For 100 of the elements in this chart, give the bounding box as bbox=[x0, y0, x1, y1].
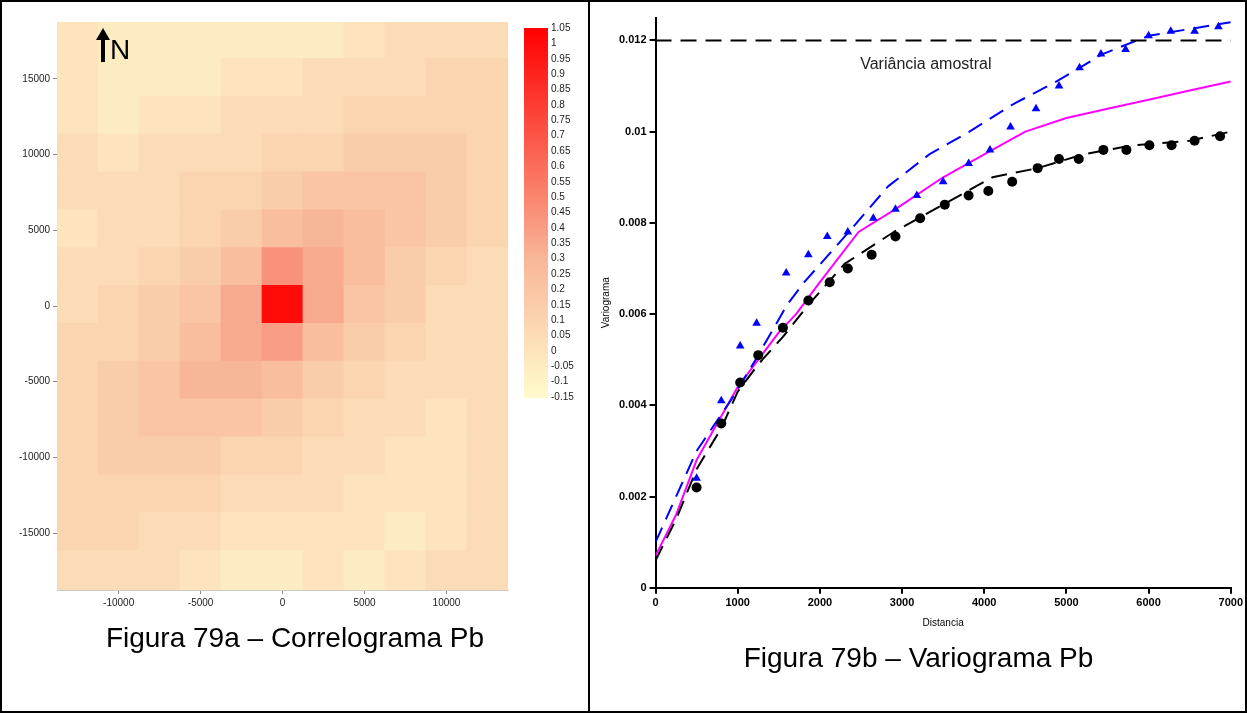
color-bar-label: 0.8 bbox=[551, 98, 566, 110]
y-tick-label: -10000 bbox=[19, 451, 51, 463]
y-tick-label: 0 bbox=[44, 299, 51, 311]
color-bar-label: 0.45 bbox=[551, 206, 571, 218]
point bbox=[1144, 30, 1153, 39]
color-bar-label: 0.9 bbox=[551, 67, 566, 79]
point bbox=[1166, 26, 1176, 34]
y-tick-label: -5000 bbox=[24, 375, 51, 387]
color-bar-label: 0.3 bbox=[551, 252, 566, 264]
color-bar-label: 0.6 bbox=[551, 160, 566, 172]
text: Figura 79b – Variograma Pb bbox=[742, 642, 1095, 674]
point bbox=[1075, 62, 1084, 71]
color-bar-label: 0.85 bbox=[551, 83, 571, 95]
x-tick-label: 2000 bbox=[807, 596, 833, 609]
color-bar-label: -0.1 bbox=[551, 375, 569, 387]
color-bar-label: 0.95 bbox=[551, 52, 571, 64]
y-tick-label: 5000 bbox=[27, 224, 51, 236]
color-bar-label: 0.4 bbox=[551, 221, 566, 233]
point bbox=[1054, 81, 1064, 89]
y-tick-label: 15000 bbox=[22, 72, 51, 84]
y-tick-label: 0.008 bbox=[619, 215, 647, 228]
y-axis-title: Variograma bbox=[599, 276, 611, 329]
point bbox=[938, 176, 948, 185]
point bbox=[735, 377, 746, 388]
color-bar-label: 0.15 bbox=[551, 298, 571, 310]
point bbox=[803, 295, 814, 306]
point bbox=[1214, 21, 1223, 30]
color-bar-label: 0.7 bbox=[551, 129, 566, 141]
x-tick-label: -5000 bbox=[187, 596, 214, 608]
y-tick-label: 0.01 bbox=[625, 124, 647, 137]
color-bar-label: 0.65 bbox=[551, 144, 571, 156]
point bbox=[1121, 44, 1130, 53]
point bbox=[983, 185, 994, 196]
point bbox=[868, 213, 878, 221]
ref-line-label: Variância amostral bbox=[860, 54, 992, 72]
point bbox=[1190, 26, 1199, 34]
x-tick-label: 4000 bbox=[971, 596, 997, 609]
point bbox=[1006, 122, 1015, 130]
point bbox=[891, 204, 900, 212]
point bbox=[824, 277, 835, 288]
point bbox=[691, 482, 702, 493]
point bbox=[753, 350, 764, 361]
x-tick-label: 1000 bbox=[725, 596, 750, 609]
point bbox=[964, 158, 973, 167]
point bbox=[1098, 144, 1109, 155]
color-bar-label: 0.5 bbox=[551, 190, 566, 202]
point bbox=[1121, 144, 1132, 155]
point bbox=[842, 263, 853, 274]
x-tick-label: 0 bbox=[652, 596, 659, 609]
y-tick-label: 0.002 bbox=[619, 489, 647, 502]
point bbox=[777, 322, 788, 333]
point bbox=[963, 190, 974, 201]
point bbox=[781, 268, 791, 276]
x-tick-label: 3000 bbox=[889, 596, 915, 609]
point bbox=[804, 249, 813, 258]
x-tick-label: 7000 bbox=[1218, 596, 1244, 609]
annotation: N bbox=[110, 34, 131, 65]
point bbox=[866, 249, 877, 260]
point bbox=[1007, 176, 1018, 187]
point bbox=[735, 341, 745, 349]
point bbox=[692, 473, 701, 481]
point bbox=[1144, 140, 1155, 151]
x-tick-label: 6000 bbox=[1136, 596, 1161, 609]
point bbox=[752, 318, 761, 326]
point bbox=[1215, 131, 1226, 142]
y-tick-label: 0 bbox=[640, 580, 647, 593]
color-bar-label: 0 bbox=[551, 344, 557, 356]
point bbox=[1054, 154, 1065, 165]
point bbox=[890, 231, 901, 242]
point bbox=[985, 144, 995, 153]
color-bar-label: 0.05 bbox=[551, 329, 571, 341]
y-tick-label: 10000 bbox=[22, 148, 51, 160]
point bbox=[1189, 135, 1200, 146]
point bbox=[1096, 49, 1106, 57]
point bbox=[822, 231, 832, 240]
point bbox=[1073, 154, 1084, 165]
point bbox=[1031, 103, 1041, 112]
point bbox=[1032, 163, 1043, 174]
point bbox=[912, 190, 922, 198]
x-tick-label: 5000 bbox=[353, 596, 377, 608]
x-tick-label: 5000 bbox=[1054, 596, 1079, 609]
x-tick-label: 0 bbox=[279, 596, 286, 608]
color-bar-label: 0.75 bbox=[551, 114, 571, 125]
x-axis-title: Distancia bbox=[922, 616, 965, 628]
color-bar-label: 0.35 bbox=[551, 237, 571, 248]
point bbox=[1166, 140, 1177, 151]
color-bar-label: 1.05 bbox=[551, 21, 571, 33]
y-tick-label: -15000 bbox=[19, 526, 51, 538]
color-bar-label: 0.25 bbox=[551, 267, 571, 279]
point bbox=[939, 199, 950, 210]
y-tick-label: 0.006 bbox=[619, 307, 647, 320]
point bbox=[716, 418, 727, 429]
color-bar-label: -0.05 bbox=[551, 360, 575, 371]
color-bar-label: 0.55 bbox=[551, 175, 571, 187]
point bbox=[716, 395, 726, 404]
color-bar-label: 0.2 bbox=[551, 283, 566, 295]
color-bar-label: -0.15 bbox=[551, 390, 575, 402]
y-tick-label: 0.004 bbox=[619, 398, 648, 411]
y-tick-label: 0.012 bbox=[619, 33, 647, 46]
x-tick-label: 10000 bbox=[432, 596, 461, 608]
